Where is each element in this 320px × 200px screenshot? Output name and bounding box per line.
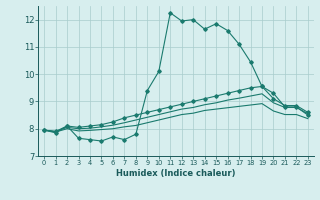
X-axis label: Humidex (Indice chaleur): Humidex (Indice chaleur) [116, 169, 236, 178]
